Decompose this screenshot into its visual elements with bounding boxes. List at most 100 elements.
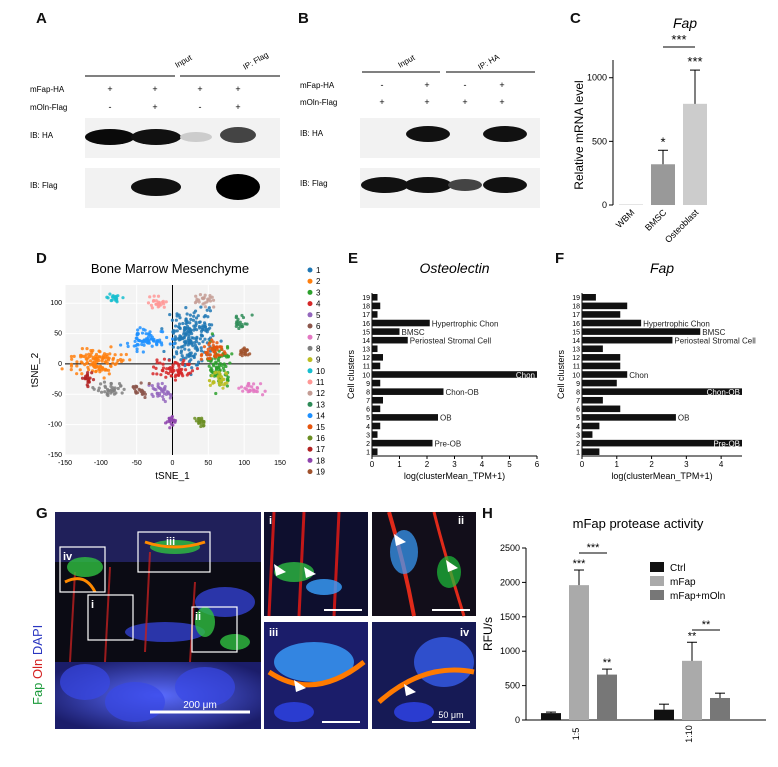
legend-swatch xyxy=(307,413,313,419)
bar-annotation: OB xyxy=(440,414,452,423)
scatter-point-cluster-1 xyxy=(171,345,175,349)
x-tick-label: -100 xyxy=(94,460,108,467)
y-tick-label: 13 xyxy=(572,347,580,354)
scatter-point-cluster-1 xyxy=(175,314,179,318)
bar-cluster-5 xyxy=(372,414,438,421)
scatter-point-cluster-11 xyxy=(146,301,151,305)
scatter-point-cluster-3 xyxy=(217,365,221,370)
scatter-point-cluster-2 xyxy=(79,353,83,357)
blot-band xyxy=(131,129,181,145)
scatter-point-cluster-4 xyxy=(185,362,190,366)
significance-star: ** xyxy=(702,619,711,631)
scatter-point-cluster-1 xyxy=(183,343,187,347)
scatter-point-cluster-14 xyxy=(137,338,141,343)
legend-label: 9 xyxy=(316,356,321,365)
x-tick-label: 2 xyxy=(649,460,654,469)
x-axis-label: tSNE_1 xyxy=(155,471,190,482)
scatter-point-cluster-1 xyxy=(196,314,200,318)
y-tick-label: 15 xyxy=(362,329,370,336)
scatter-point-cluster-2 xyxy=(75,360,79,364)
blot-label-ib-ha: IB: HA xyxy=(300,129,324,138)
inset-label-ii: ii xyxy=(458,515,464,527)
scatter-point-cluster-11 xyxy=(161,299,165,303)
panel-letter-c: C xyxy=(570,10,581,27)
scatter-point-cluster-2 xyxy=(98,370,102,374)
chart-title: Bone Marrow Mesenchyme xyxy=(91,261,249,276)
legend-label: 10 xyxy=(316,367,325,376)
y-tick-label: 10 xyxy=(572,372,580,379)
scatter-point-cluster-4 xyxy=(155,372,159,376)
scatter-point-cluster-2 xyxy=(111,356,116,360)
scatter-point-cluster-2 xyxy=(103,356,108,360)
scatter-point-cluster-12 xyxy=(193,301,198,305)
scatter-point-cluster-11 xyxy=(154,299,158,303)
scatter-point-cluster-4 xyxy=(164,370,168,375)
scatter-point-cluster-12 xyxy=(198,293,203,297)
scatter-point-cluster-1 xyxy=(199,334,204,338)
inset-iv: iv 50 μm xyxy=(372,622,476,729)
panel-c-chart: Fap Relative mRNA level 0 500 1000 WBM BMSC * Os… xyxy=(572,15,707,245)
scatter-point-cluster-2 xyxy=(94,370,98,374)
scatter-point-cluster-12 xyxy=(197,300,201,304)
scatter-point-cluster-15 xyxy=(220,347,224,351)
blot-label-ib-flag: IB: Flag xyxy=(30,181,58,190)
scatter-point-cluster-1 xyxy=(203,337,207,341)
scatter-point-cluster-10 xyxy=(105,295,109,299)
scatter-point-cluster-9 xyxy=(221,377,225,382)
scatter-point-cluster-15 xyxy=(212,346,216,350)
y-tick-label: 6 xyxy=(366,407,370,414)
scatter-point-cluster-9 xyxy=(208,383,212,387)
scatter-point-cluster-1 xyxy=(187,340,191,344)
scatter-point-cluster-3 xyxy=(224,364,228,369)
y-tick-label: 12 xyxy=(572,355,580,362)
scatter-point-cluster-9 xyxy=(224,371,228,375)
legend-label: 2 xyxy=(316,277,321,286)
scatter-point-cluster-15 xyxy=(206,350,210,354)
scatter-point-cluster-14 xyxy=(136,328,140,332)
scatter-point-cluster-2 xyxy=(96,364,100,369)
panel-letter-e: E xyxy=(348,250,359,267)
scatter-point-cluster-6 xyxy=(131,384,135,389)
scatter-point-cluster-1 xyxy=(182,336,186,340)
mark: + xyxy=(499,97,504,107)
scatter-point-cluster-1 xyxy=(187,360,192,364)
scatter-point-cluster-1 xyxy=(180,354,184,358)
bar-cluster-18 xyxy=(372,302,381,310)
chart-title: Osteolectin xyxy=(419,260,489,276)
scatter-point-cluster-1 xyxy=(173,335,177,339)
scatter-point-cluster-1 xyxy=(194,316,199,320)
bar-cluster-13 xyxy=(582,345,603,353)
stain-legend: Fap Oln DAPI xyxy=(30,555,50,705)
scatter-point-cluster-1 xyxy=(192,311,196,315)
scatter-point-cluster-2 xyxy=(119,359,124,364)
y-tick-label: 0 xyxy=(602,200,607,210)
scatter-point-cluster-1 xyxy=(168,312,172,317)
roi-box-iv xyxy=(59,546,106,593)
y-tick-label: 3 xyxy=(366,432,370,439)
legend-swatch xyxy=(307,368,313,374)
panel-d-tsne: Bone Marrow Mesenchyme-150 -100 -50 0 50 100 1… xyxy=(30,261,325,482)
blot-label-ib-flag: IB: Flag xyxy=(300,179,328,188)
scatter-point-cluster-7 xyxy=(252,382,256,386)
scatter-point-cluster-17 xyxy=(86,384,90,389)
scatter-point-cluster-3 xyxy=(212,374,217,378)
bar-annotation: Hypertrophic Chon xyxy=(432,319,499,328)
scatter-point-cluster-14 xyxy=(142,343,146,347)
scatter-point-cluster-1 xyxy=(210,323,214,327)
x-axis-label: log(clusterMean_TPM+1) xyxy=(611,471,712,481)
scatter-point-cluster-11 xyxy=(156,294,161,298)
scatter-point-cluster-2 xyxy=(111,361,115,365)
scatter-point-cluster-13 xyxy=(250,313,254,317)
scatter-point-cluster-9 xyxy=(219,374,223,379)
scatter-point-cluster-13 xyxy=(236,320,240,324)
scatter-point-cluster-4 xyxy=(161,366,166,370)
scatter-point-cluster-1 xyxy=(199,346,203,350)
y-tick-label: 2 xyxy=(576,441,580,448)
header-input: Input xyxy=(174,53,195,70)
micrograph-main: iv iii i ii 200 μm xyxy=(55,512,261,729)
scatter-point-cluster-2 xyxy=(60,367,64,371)
y-tick-label: 19 xyxy=(572,295,580,302)
scatter-point-cluster-3 xyxy=(230,352,234,356)
scatter-point-cluster-2 xyxy=(69,368,73,372)
